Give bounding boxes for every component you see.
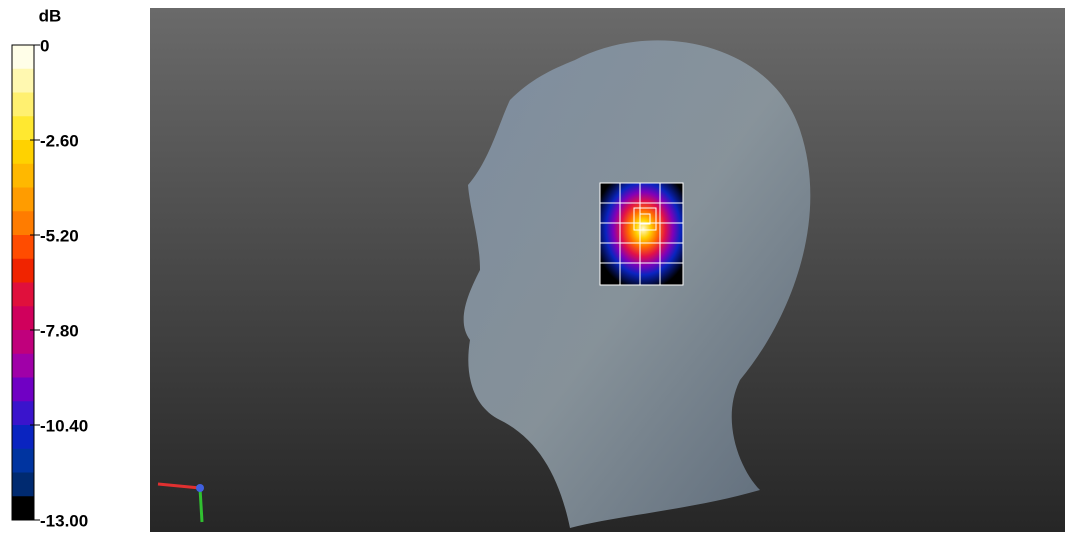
colorbar-band [12,448,34,473]
colorbar-band [12,377,34,402]
colorbar-band [12,258,34,283]
colorbar-band [12,163,34,188]
colorbar-frame [11,44,35,521]
colorbar-band [12,306,34,331]
colorbar-band [12,68,34,93]
colorbar-tick-label: -13.00 [40,511,88,530]
sar-map [599,182,684,286]
colorbar-tick-label: -5.20 [40,226,79,245]
sar-grid [599,182,684,286]
colorbar-tick-label: 0 [40,36,49,55]
colorbar-band [12,401,34,426]
colorbar-band [12,496,34,521]
colorbar-band [12,235,34,260]
colorbar-band [12,187,34,212]
colorbar-tick-label: -7.80 [40,321,79,340]
colorbar-band [12,472,34,497]
colorbar-band [12,92,34,117]
colorbar-band [12,116,34,141]
colorbar-tick-label: -2.60 [40,131,79,150]
colorbar-band [12,353,34,378]
colorbar-unit: dB [39,6,62,25]
axis-triad [157,482,204,523]
colorbar-band [12,140,34,165]
colorbar-band [12,282,34,307]
colorbar-band [12,425,34,450]
sar-heat [600,183,683,285]
colorbar-tick-label: -10.40 [40,416,88,435]
colorbar-band [12,45,34,70]
colorbar-band [12,330,34,355]
colorbar-band [12,211,34,236]
